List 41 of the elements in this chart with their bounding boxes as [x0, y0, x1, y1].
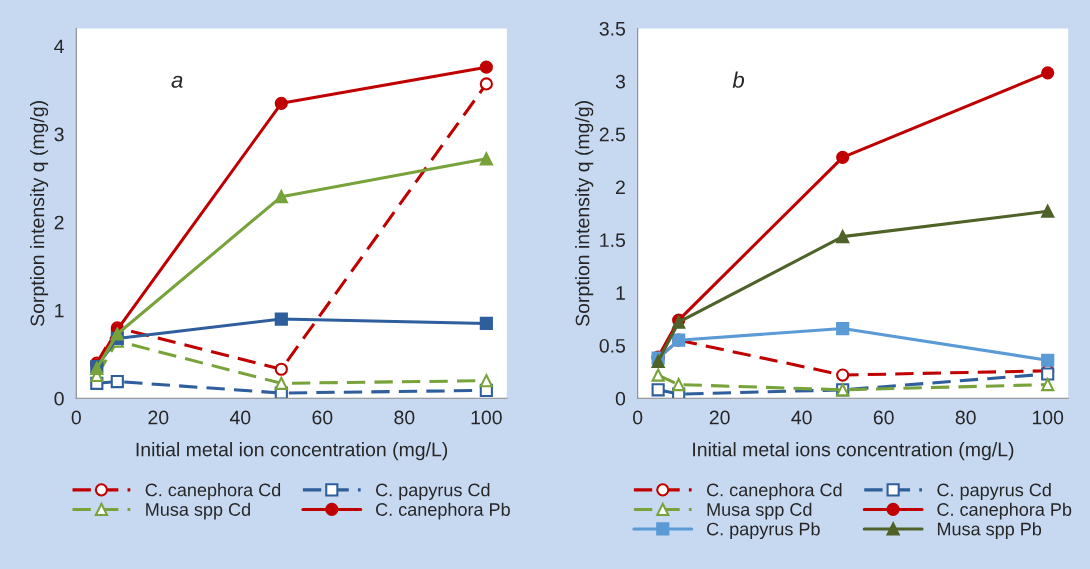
y-tick-label: 0.5 — [599, 338, 626, 353]
legend-label: C. papyrus Pb — [707, 522, 820, 540]
x-tick-label: 0 — [633, 410, 643, 425]
legend-label: C. canephora Pb — [937, 502, 1072, 520]
legend-label: C. canephora Cd — [707, 483, 842, 500]
x-tick-label: 20 — [148, 410, 169, 425]
x-tick-label: 40 — [229, 410, 251, 425]
y-tick-label: 1 — [55, 303, 64, 318]
legend-label: C. papyrus Cd — [937, 483, 1051, 500]
y-tick-label: 0 — [54, 391, 64, 406]
y-tick-label: 2 — [616, 180, 625, 194]
x-tick-label: 20 — [709, 410, 730, 425]
legend-label: Musa spp Cd — [146, 502, 250, 520]
y-tick-label: 3 — [615, 74, 625, 89]
y-tick-label: 2.5 — [599, 127, 626, 142]
annotation: a — [171, 75, 183, 88]
x-axis-title: Initial metal ions concentration (mg/L) — [693, 442, 1014, 461]
x-axis-title: Initial metal ion concentration (mg/L) — [136, 442, 448, 461]
annotation: b — [732, 71, 745, 88]
y-tick-label: 2 — [54, 215, 64, 230]
x-tick-label: 40 — [791, 410, 812, 425]
y-tick-label: 1.5 — [600, 233, 626, 248]
x-tick-label: 80 — [955, 410, 976, 425]
legend-label: C. canephora Cd — [145, 483, 281, 500]
y-axis-title: Sorption intensity q (mg/g) — [575, 101, 594, 326]
y-tick-label: 0 — [615, 391, 626, 406]
legend-label: C. papyrus Cd — [376, 483, 490, 500]
y-tick-label: 4 — [54, 39, 64, 54]
y-tick-label: 3.5 — [599, 21, 626, 36]
x-tick-label: 80 — [394, 410, 415, 425]
x-tick-label: 100 — [1032, 410, 1064, 425]
y-tick-label: 3 — [54, 127, 64, 142]
x-tick-label: 0 — [71, 410, 81, 425]
x-tick-label: 60 — [312, 410, 333, 425]
y-axis-title: Sorption intensity q (mg/g) — [30, 101, 49, 326]
legend-label: Musa spp Pb — [937, 522, 1042, 540]
y-tick-label: 1 — [616, 286, 625, 300]
legend-label: Musa spp Cd — [707, 502, 812, 520]
x-tick-label: 60 — [873, 410, 894, 425]
legend-label: C. canephora Pb — [376, 502, 510, 520]
x-tick-label: 100 — [471, 410, 502, 425]
